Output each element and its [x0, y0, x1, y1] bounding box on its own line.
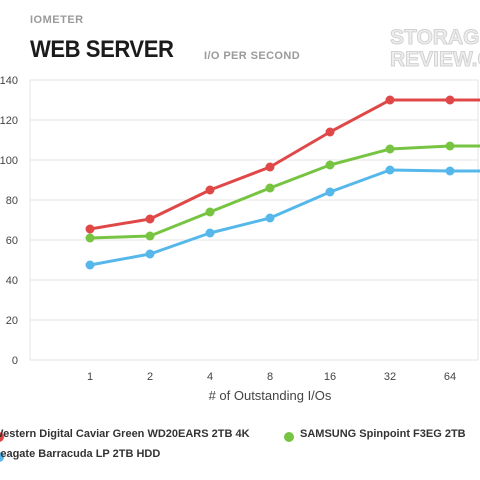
- data-point: [445, 95, 455, 105]
- data-point: [145, 231, 155, 241]
- series-1: [85, 95, 480, 234]
- data-point: [445, 166, 455, 176]
- data-point: [265, 213, 275, 223]
- series-line: [89, 144, 480, 240]
- data-point: [385, 165, 395, 175]
- y-tick-label: 120: [0, 115, 18, 127]
- legend-marker: [0, 452, 4, 462]
- data-point: [325, 160, 335, 170]
- legend-label: Seagate Barracuda LP 2TB HDD: [0, 448, 161, 460]
- x-tick-label: 8: [267, 371, 273, 383]
- data-point: [445, 141, 455, 151]
- series-3: [85, 165, 480, 270]
- x-tick-label: 2: [147, 371, 153, 383]
- storagereview-logo: STORAGE REVIEW.COM: [388, 20, 480, 72]
- y-tick-label: 0: [12, 355, 18, 367]
- series-line: [89, 168, 480, 267]
- x-axis-label: # of Outstanding I/Os: [209, 388, 332, 403]
- data-point: [325, 127, 335, 137]
- x-tick-label: 32: [384, 371, 396, 383]
- legend-marker: [284, 432, 294, 442]
- series-line: [89, 98, 480, 231]
- data-point: [145, 249, 155, 259]
- data-point: [265, 162, 275, 172]
- data-point: [205, 185, 215, 195]
- legend-label: SAMSUNG Spinpoint F3EG 2TB: [300, 428, 466, 440]
- y-tick-label: 140: [0, 75, 18, 87]
- data-point: [205, 228, 215, 238]
- chart-kicker: IOMETER: [30, 14, 84, 26]
- x-tick-label: 1: [87, 371, 93, 383]
- data-point: [85, 260, 95, 270]
- logo-text-bottom: REVIEW.COM: [390, 48, 480, 71]
- data-point: [205, 207, 215, 217]
- chart-subtitle: I/O PER SECOND: [204, 50, 301, 62]
- y-tick-label: 20: [6, 315, 18, 327]
- x-tick-label: 64: [444, 371, 456, 383]
- x-tick-label: 16: [324, 371, 336, 383]
- data-point: [145, 214, 155, 224]
- data-point: [385, 95, 395, 105]
- x-tick-label: 4: [207, 371, 213, 383]
- data-point: [85, 224, 95, 234]
- logo-text-top: STORAGE: [390, 26, 480, 49]
- data-point: [265, 183, 275, 193]
- legend-marker: [0, 432, 4, 442]
- data-point: [325, 187, 335, 197]
- y-tick-label: 100: [0, 155, 18, 167]
- series-2: [85, 141, 480, 243]
- y-tick-label: 80: [6, 195, 18, 207]
- data-point: [85, 233, 95, 243]
- chart-title: WEB SERVER: [30, 36, 174, 63]
- legend-label: Western Digital Caviar Green WD20EARS 2T…: [0, 428, 250, 440]
- data-point: [385, 144, 395, 154]
- y-tick-label: 60: [6, 235, 18, 247]
- y-tick-label: 40: [6, 275, 18, 287]
- plot-area: [29, 79, 479, 361]
